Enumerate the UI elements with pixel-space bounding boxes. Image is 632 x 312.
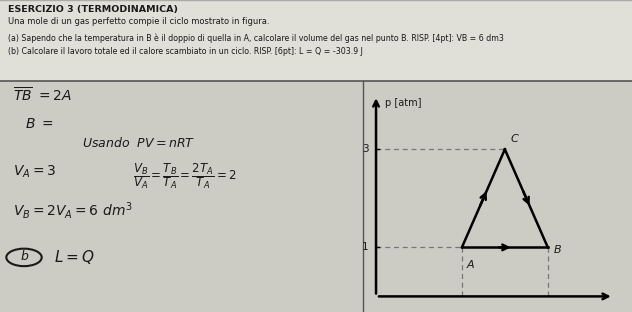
- Text: $\overline{TB}\ =2A$: $\overline{TB}\ =2A$: [13, 86, 71, 104]
- Text: p [atm]: p [atm]: [385, 98, 421, 108]
- Text: C: C: [511, 134, 518, 144]
- Text: 1: 1: [362, 242, 369, 252]
- Text: (b) Calcolare il lavoro totale ed il calore scambiato in un ciclo. RISP. [6pt]: : (b) Calcolare il lavoro totale ed il cal…: [8, 47, 363, 56]
- Text: $V_A = 3$: $V_A = 3$: [13, 164, 56, 180]
- Bar: [0, 0, 632, 81]
- Text: V [dm³]: V [dm³]: [575, 311, 612, 312]
- Text: $L = Q$: $L = Q$: [54, 248, 94, 266]
- Text: ESERCIZIO 3 (TERMODINAMICA): ESERCIZIO 3 (TERMODINAMICA): [8, 5, 178, 14]
- Text: $\dfrac{V_B}{V_A} = \dfrac{T_B}{T_A} = \dfrac{2T_A}{T_A} = 2$: $\dfrac{V_B}{V_A} = \dfrac{T_B}{T_A} = \…: [133, 161, 236, 191]
- Text: (a) Sapendo che la temperatura in B è il doppio di quella in A, calcolare il vol: (a) Sapendo che la temperatura in B è il…: [8, 33, 504, 43]
- Text: b: b: [20, 250, 28, 263]
- Text: A: A: [466, 260, 474, 270]
- Text: B: B: [554, 245, 561, 255]
- Text: $Usando\ \ PV = nRT$: $Usando\ \ PV = nRT$: [82, 136, 195, 150]
- Bar: [0, 81, 632, 312]
- Text: 3: 3: [362, 144, 369, 154]
- Text: $V_B = 2V_A = 6\ dm^3$: $V_B = 2V_A = 6\ dm^3$: [13, 200, 132, 221]
- Text: $B\ =$: $B\ =$: [25, 117, 54, 131]
- Text: Una mole di un gas perfetto compie il ciclo mostrato in figura.: Una mole di un gas perfetto compie il ci…: [8, 17, 269, 26]
